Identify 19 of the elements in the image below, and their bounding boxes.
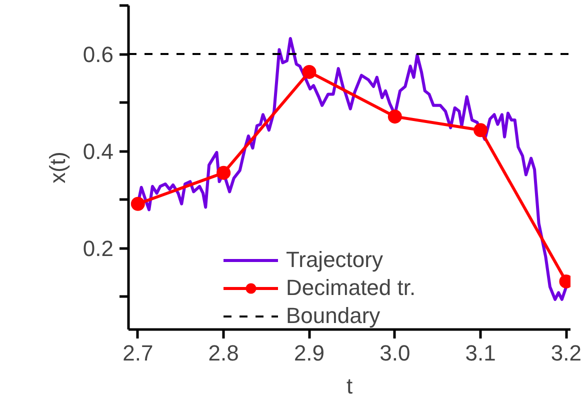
x-tick-label: 2.8	[208, 340, 239, 366]
point	[302, 64, 316, 79]
point	[474, 123, 488, 138]
point	[388, 110, 402, 124]
y-tick-label: 0.4	[82, 139, 114, 164]
legend-label: Trajectory	[286, 247, 383, 273]
legend-label: Decimated tr.	[286, 275, 416, 301]
y-tick-label: 0.6	[82, 42, 114, 68]
x-tick-label: 3.0	[380, 340, 410, 366]
y-axis-title: x(t)	[44, 152, 70, 184]
x-tick-label: 3.1	[465, 340, 496, 366]
x-tick-label: 3.2	[550, 340, 582, 366]
point	[216, 166, 231, 180]
y-tick-label: 0.2	[82, 236, 114, 262]
x-tick-label: 2.7	[122, 340, 154, 366]
x-axis-title: t	[346, 374, 353, 398]
legend-label: Boundary	[286, 303, 380, 329]
point	[130, 196, 145, 211]
x-tick-label: 2.9	[294, 340, 325, 366]
